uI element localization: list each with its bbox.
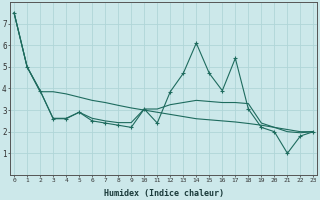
X-axis label: Humidex (Indice chaleur): Humidex (Indice chaleur) (104, 189, 224, 198)
